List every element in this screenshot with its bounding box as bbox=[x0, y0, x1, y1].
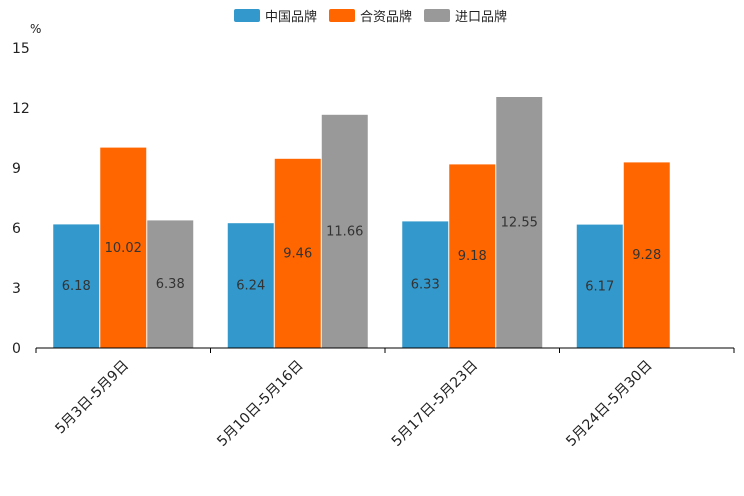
bar bbox=[53, 224, 100, 348]
y-tick-label: 3 bbox=[12, 281, 21, 297]
data-label: 6.18 bbox=[62, 279, 91, 294]
x-tick-label: 5月3日-5月9日 bbox=[52, 358, 132, 438]
bar bbox=[449, 164, 496, 348]
legend-item: 合资品牌 bbox=[329, 9, 412, 25]
x-tick-label: 5月10日-5月16日 bbox=[214, 358, 306, 450]
y-tick-label: 12 bbox=[12, 101, 30, 117]
data-label: 9.46 bbox=[283, 246, 312, 261]
x-tick-label: 5月24日-5月30日 bbox=[563, 358, 655, 450]
legend-label: 合资品牌 bbox=[360, 9, 412, 25]
y-tick-label: 6 bbox=[12, 221, 21, 237]
y-axis-ticks: 0 3 6 9 12 15 bbox=[12, 41, 30, 357]
x-axis-ticks: 5月3日-5月9日 5月10日-5月16日 5月17日-5月23日 5月24日-5月3… bbox=[35, 348, 735, 450]
legend-swatch bbox=[234, 9, 260, 22]
data-label: 11.66 bbox=[326, 224, 363, 239]
bar bbox=[623, 162, 670, 348]
y-tick-label: 0 bbox=[12, 341, 21, 357]
bar bbox=[496, 97, 543, 348]
data-label: 6.24 bbox=[236, 279, 265, 294]
data-label: 6.38 bbox=[156, 277, 185, 292]
bar bbox=[227, 223, 274, 348]
data-label: 6.33 bbox=[411, 278, 440, 293]
y-axis-unit: % bbox=[30, 22, 41, 36]
bar bbox=[100, 147, 147, 348]
legend: 中国品牌 合资品牌 进口品牌 bbox=[234, 9, 507, 25]
legend-item: 中国品牌 bbox=[234, 9, 317, 25]
y-tick-label: 9 bbox=[12, 161, 21, 177]
legend-swatch bbox=[329, 9, 355, 22]
bar bbox=[402, 221, 449, 348]
data-label: 12.55 bbox=[501, 216, 538, 231]
bar bbox=[274, 158, 321, 348]
bar bbox=[147, 220, 194, 348]
bars bbox=[53, 97, 670, 348]
data-label: 6.17 bbox=[585, 279, 614, 294]
data-labels: 6.18 10.02 6.38 6.24 9.46 11.66 6.33 9.18 12.55 6… bbox=[62, 216, 661, 295]
data-label: 9.28 bbox=[632, 248, 661, 263]
y-tick-label: 15 bbox=[12, 41, 30, 57]
data-label: 10.02 bbox=[105, 241, 142, 256]
legend-swatch bbox=[424, 9, 450, 22]
bar bbox=[321, 114, 368, 348]
x-tick-label: 5月17日-5月23日 bbox=[389, 358, 481, 450]
bar bbox=[576, 224, 623, 348]
legend-label: 中国品牌 bbox=[265, 9, 317, 25]
legend-item: 进口品牌 bbox=[424, 9, 507, 25]
legend-label: 进口品牌 bbox=[455, 9, 507, 25]
data-label: 9.18 bbox=[458, 249, 487, 264]
